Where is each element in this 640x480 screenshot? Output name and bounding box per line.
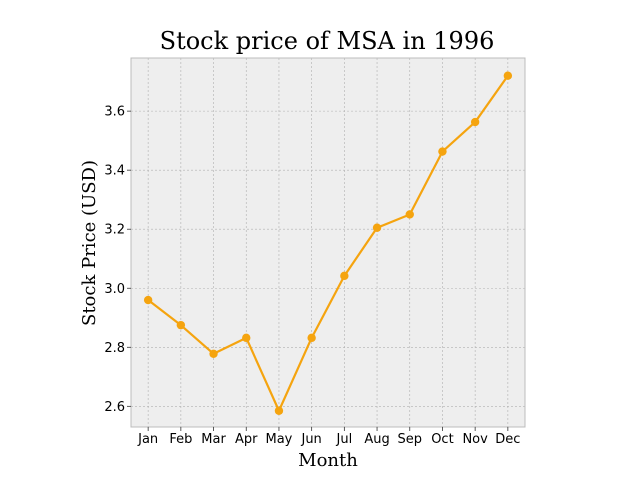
x-tick-label: Apr (235, 432, 258, 447)
x-tick-label: Nov (462, 432, 488, 447)
x-tick-label: Oct (431, 432, 453, 447)
chart-title: Stock price of MSA in 1996 (160, 27, 495, 55)
y-tick-label: 3.6 (104, 105, 125, 120)
data-point (242, 333, 251, 343)
x-tick-label: Jun (300, 432, 321, 447)
data-point (274, 406, 284, 415)
x-tick-label: Feb (169, 432, 192, 447)
x-axis-ticks: Jan Feb Mar Apr May Jun Jul Aug Sep Oct Nov Dec (137, 427, 520, 447)
x-tick-label: May (266, 432, 293, 447)
data-point (209, 349, 218, 358)
y-tick-label: 3.2 (104, 223, 125, 238)
x-tick-label: Sep (397, 432, 422, 447)
y-axis-label: Stock Price (USD) (79, 160, 100, 326)
y-tick-label: 3.4 (104, 164, 125, 179)
data-point (372, 223, 382, 232)
data-point (405, 210, 414, 219)
data-point (307, 333, 316, 343)
x-tick-label: Dec (495, 432, 520, 447)
data-point (470, 117, 480, 127)
x-axis-label: Month (298, 450, 358, 471)
data-point (176, 320, 186, 330)
x-tick-label: Jan (137, 432, 158, 447)
data-point (438, 147, 447, 156)
plot-area (131, 58, 525, 427)
x-tick-label: Mar (201, 432, 226, 447)
data-point (340, 271, 349, 281)
x-tick-label: Aug (364, 432, 389, 447)
y-tick-label: 2.6 (104, 400, 125, 415)
series-layer (143, 71, 513, 415)
series-line (147, 75, 509, 412)
x-tick-label: Jul (336, 432, 353, 447)
y-tick-label: 2.8 (104, 341, 125, 356)
y-axis-ticks: 2.6 2.8 3.0 3.2 3.4 3.6 (104, 105, 131, 415)
plot-frame (130, 57, 526, 428)
data-point (503, 71, 513, 80)
y-tick-label: 3.0 (104, 282, 125, 297)
data-point (143, 295, 153, 305)
